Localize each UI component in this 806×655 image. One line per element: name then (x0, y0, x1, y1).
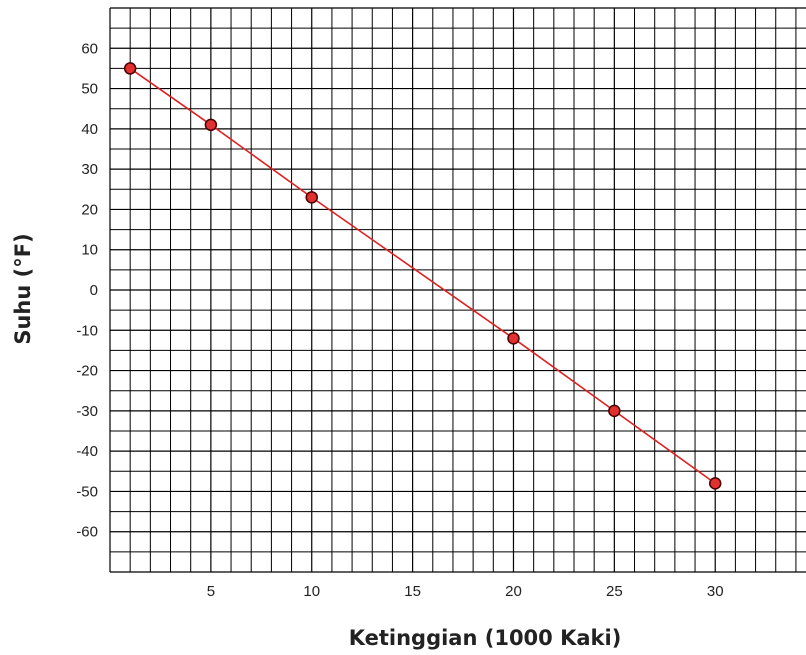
data-point (204, 118, 218, 132)
y-tick-label: 10 (81, 242, 98, 259)
y-tick-label: -10 (76, 322, 98, 339)
x-tick-label: 20 (505, 583, 522, 600)
x-tick-label: 10 (303, 583, 320, 600)
x-axis-title: Ketinggian (1000 Kaki) (349, 626, 622, 650)
data-point (708, 477, 722, 490)
y-tick-label: -30 (76, 403, 98, 420)
y-axis-ticks: 60 50 40 30 20 10 0 -10 -20 -30 -40 -50 -60 (76, 40, 98, 540)
y-tick-label: 40 (81, 121, 98, 138)
y-tick-label: 0 (90, 282, 98, 299)
x-tick-label: 30 (707, 583, 724, 600)
x-tick-label: 5 (207, 583, 215, 600)
y-tick-label: -40 (76, 443, 98, 460)
data-point (123, 62, 137, 75)
data-point (305, 191, 318, 204)
y-axis-title: Suhu (°F) (11, 233, 35, 344)
y-tick-label: -20 (76, 363, 98, 380)
y-tick-label: 20 (81, 201, 98, 218)
y-tick-label: -60 (76, 524, 98, 541)
data-point (507, 332, 520, 345)
y-tick-label: 30 (81, 161, 98, 178)
y-tick-label: 50 (81, 81, 98, 98)
chart-grid (109, 7, 806, 573)
data-point (608, 404, 621, 418)
y-tick-label: -50 (76, 483, 98, 500)
chart-series (123, 62, 722, 490)
x-axis-ticks: 5 10 15 20 25 30 (207, 583, 724, 600)
series-line (129, 67, 716, 485)
x-tick-label: 15 (404, 583, 421, 600)
x-tick-label: 25 (606, 583, 623, 600)
y-tick-label: 60 (81, 40, 98, 57)
